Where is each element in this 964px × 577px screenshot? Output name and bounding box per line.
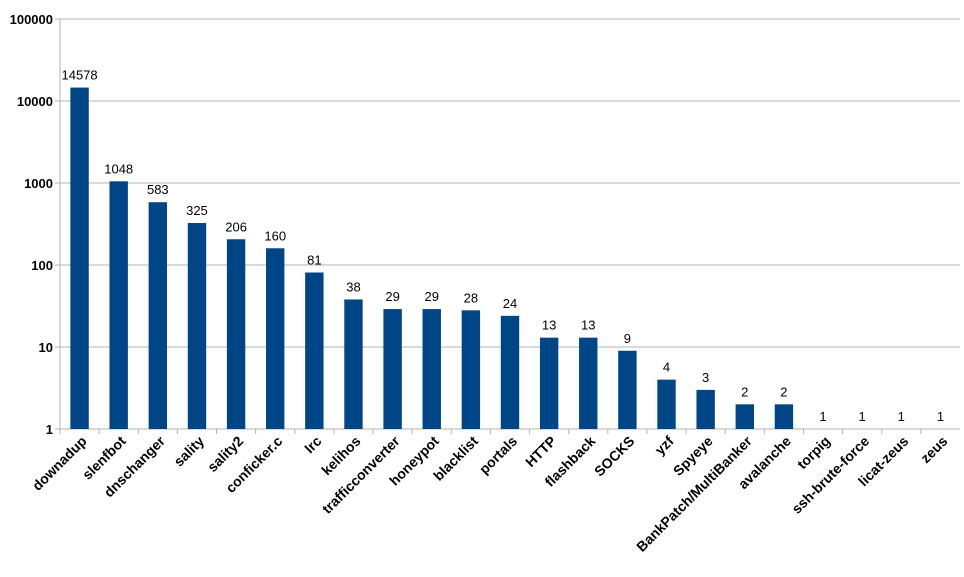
data-label: 1 <box>859 409 866 424</box>
data-label: 14578 <box>61 68 97 83</box>
data-label: 2 <box>780 384 787 399</box>
bar <box>461 310 481 429</box>
y-tick-label: 10 <box>39 340 53 355</box>
category-label: zeus <box>917 433 950 466</box>
bar <box>618 350 637 429</box>
category-label: SOCKS <box>591 433 638 480</box>
data-label: 81 <box>307 253 321 268</box>
data-label: 325 <box>186 203 208 218</box>
data-label: 13 <box>581 318 595 333</box>
y-tick-label: 100 <box>31 258 53 273</box>
bar <box>70 87 89 429</box>
data-label: 29 <box>385 289 399 304</box>
bar <box>539 337 559 429</box>
bar <box>344 299 363 429</box>
y-tick-label: 10000 <box>17 94 53 109</box>
bar <box>266 248 285 429</box>
y-tick-label: 1 <box>46 422 53 437</box>
bar <box>774 404 794 429</box>
y-tick-label: 1000 <box>24 176 53 191</box>
bar <box>383 309 402 429</box>
data-label: 206 <box>225 219 247 234</box>
category-label: sality <box>170 433 207 470</box>
data-label: 28 <box>464 290 478 305</box>
bar <box>579 337 598 429</box>
category-label: portals <box>476 433 520 477</box>
data-label: 24 <box>503 296 517 311</box>
bar <box>226 239 246 429</box>
bar <box>148 202 168 429</box>
bar <box>696 389 715 429</box>
bar <box>109 181 128 429</box>
bar <box>422 309 441 429</box>
data-label: 13 <box>542 318 556 333</box>
bar <box>187 223 207 429</box>
y-tick-label: 100000 <box>10 12 53 27</box>
data-label: 9 <box>624 331 631 346</box>
data-label: 583 <box>147 182 169 197</box>
category-label: Irc <box>301 433 325 457</box>
data-label: 1 <box>898 409 905 424</box>
data-label: 1 <box>937 409 944 424</box>
data-label: 38 <box>346 279 360 294</box>
data-label: 2 <box>741 384 748 399</box>
data-label: 1048 <box>104 161 133 176</box>
bar <box>657 379 676 429</box>
category-label: downadup <box>29 433 90 494</box>
data-label: 160 <box>264 228 286 243</box>
data-label: 1 <box>819 409 826 424</box>
bar <box>500 315 520 429</box>
category-label: HTTP <box>522 433 559 470</box>
data-label: 3 <box>702 370 709 385</box>
category-label: yzf <box>652 433 677 458</box>
bar <box>305 272 324 429</box>
data-label: 4 <box>663 360 670 375</box>
bar <box>735 404 754 429</box>
data-label: 29 <box>425 289 439 304</box>
